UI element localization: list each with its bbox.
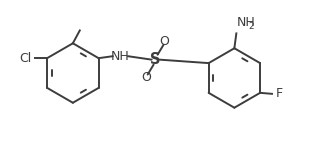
Text: O: O bbox=[142, 71, 152, 84]
Text: NH: NH bbox=[236, 16, 255, 29]
Text: O: O bbox=[160, 35, 169, 48]
Text: Cl: Cl bbox=[19, 52, 31, 65]
Text: S: S bbox=[150, 52, 161, 67]
Text: 2: 2 bbox=[249, 22, 254, 31]
Text: NH: NH bbox=[111, 50, 130, 63]
Text: F: F bbox=[276, 87, 283, 100]
